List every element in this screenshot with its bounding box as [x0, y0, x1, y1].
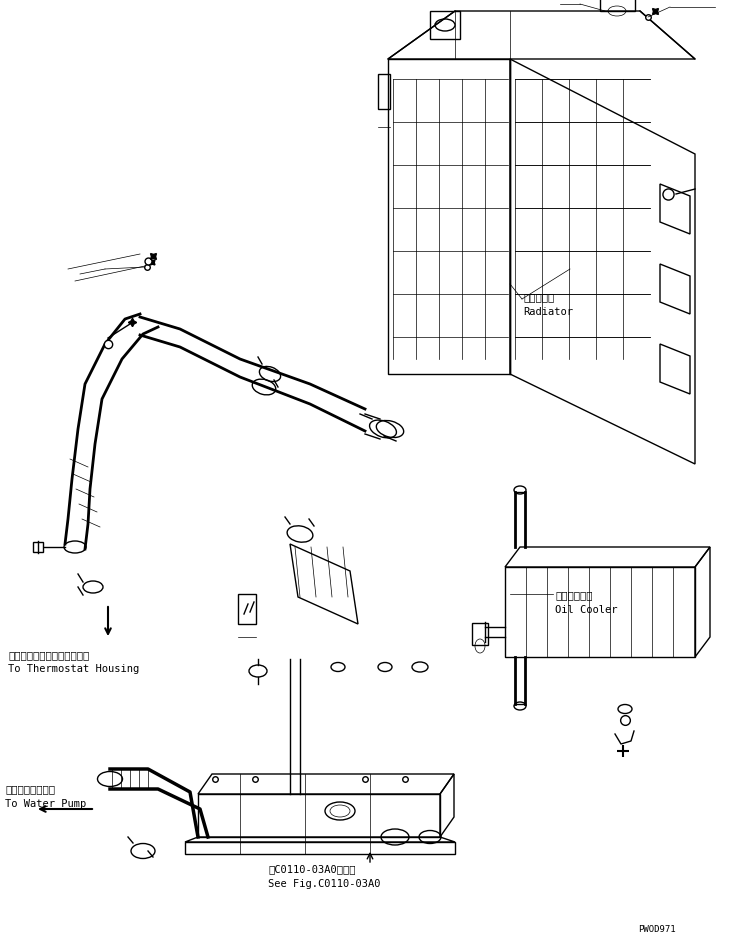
- Bar: [430, 12, 460, 40]
- Text: Radiator: Radiator: [523, 307, 573, 316]
- Text: ウォータポンプへ: ウォータポンプへ: [5, 783, 55, 793]
- Bar: [378, 75, 390, 110]
- Bar: [600, 0, 635, 12]
- Text: To Thermostat Housing: To Thermostat Housing: [8, 664, 139, 673]
- Text: Oil Cooler: Oil Cooler: [555, 605, 617, 614]
- Text: ラジエータ: ラジエータ: [523, 292, 554, 301]
- Bar: [238, 594, 256, 624]
- Text: PWOD971: PWOD971: [638, 924, 676, 933]
- Text: See Fig.C0110-03A0: See Fig.C0110-03A0: [268, 878, 381, 888]
- Text: オイルクーラ: オイルクーラ: [555, 590, 593, 599]
- Bar: [472, 623, 488, 645]
- Text: To Water Pump: To Water Pump: [5, 798, 86, 808]
- Text: サーモスタットハウジングへ: サーモスタットハウジングへ: [8, 650, 89, 659]
- Text: 第C0110-03A0図参照: 第C0110-03A0図参照: [268, 863, 356, 873]
